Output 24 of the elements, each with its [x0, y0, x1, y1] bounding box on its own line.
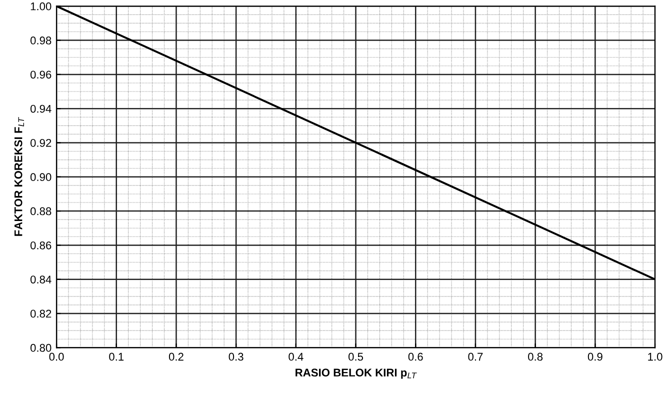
x-tick-label: 0.8 [528, 352, 543, 361]
x-tick-label: 0.6 [408, 352, 423, 361]
y-tick-label: 0.94 [30, 104, 52, 113]
x-tick-label: 0.7 [468, 352, 483, 361]
x-tick-label: 0.2 [168, 352, 184, 361]
y-tick-label: 0.84 [30, 276, 52, 284]
x-tick-label: 0.0 [49, 352, 64, 361]
y-tick-label: 0.92 [30, 139, 52, 147]
x-axis-title: RASIO BELOK KIRI p$_{LT}$ [296, 368, 417, 379]
y-tick-label: 0.96 [30, 70, 52, 79]
y-tick-label: 1.00 [30, 2, 52, 10]
y-tick-label: 0.98 [30, 36, 52, 44]
y-tick-label: 0.90 [30, 173, 52, 182]
y-tick-label: 0.88 [30, 207, 52, 216]
x-tick-label: 0.4 [288, 352, 304, 361]
x-tick-label: 0.5 [348, 352, 364, 361]
x-tick-label: 0.1 [109, 352, 124, 361]
y-tick-label: 0.82 [30, 310, 52, 318]
y-tick-label: 0.80 [30, 344, 52, 352]
x-tick-label: 1.0 [648, 352, 662, 361]
x-tick-label: 0.3 [228, 352, 244, 361]
x-tick-label: 0.9 [588, 352, 602, 361]
y-axis-title: FAKTOR KOREKSI F$_{LT}$ [14, 117, 24, 236]
y-tick-label: 0.86 [30, 241, 52, 250]
